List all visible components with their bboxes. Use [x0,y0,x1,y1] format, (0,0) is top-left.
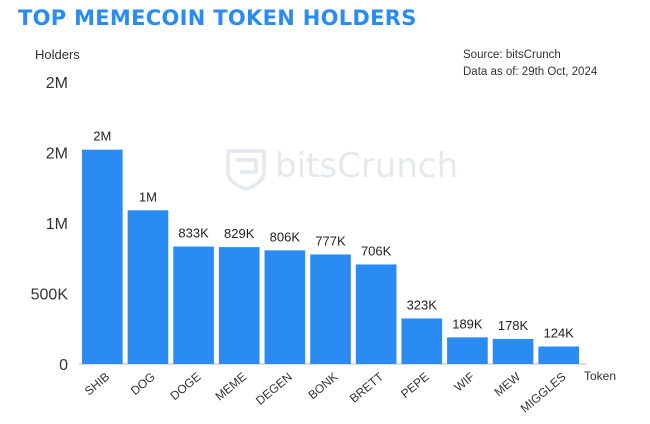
category-label-mew: MEW [492,369,524,399]
bar-degen [264,250,306,364]
y-axis-ticks: 0 500K 1M 2M 2M [31,75,69,374]
category-label-meme: MEME [213,370,250,404]
y-tick-label: 0 [59,357,68,374]
bar-brett [355,264,397,364]
chart-title: TOP MEMECOIN TOKEN HOLDERS [18,6,417,30]
bar-shib [82,149,123,364]
category-label-dog: DOG [128,370,158,398]
data-labels: 2M 1M 833K 829K 806K 777K 706K 323K 189K 178K 124K [93,129,574,341]
category-labels: SHIB DOG DOGE MEME DEGEN BONK BRETT PEPE WIF MEWM… [82,369,569,415]
bar-pepe [401,318,443,364]
data-label-wif: 189K [452,316,483,331]
bars [82,149,579,364]
bar-wif [447,337,488,364]
bar-mew [492,338,534,364]
y-tick-label: 500K [31,287,69,304]
watermark-text: bitsCrunch [275,146,458,186]
y-axis-label: Holders [35,47,80,62]
category-label-miggles: MIGGLES [518,370,569,416]
data-label-meme: 829K [224,226,255,241]
data-label-miggles: 124K [543,326,574,341]
bar-dog [127,210,169,364]
y-tick-label: 2M [46,146,68,163]
data-label-degen: 806K [270,229,301,244]
data-label-mew: 178K [498,318,529,333]
source-note: Source: bitsCrunch Data as of: 29th Oct,… [463,47,597,81]
data-label-dog: 1M [139,189,157,204]
bitscrunch-watermark: bitsCrunch [226,146,458,191]
data-label-brett: 706K [361,243,392,258]
bar-miggles [538,346,579,364]
category-label-doge: DOGE [167,370,203,403]
y-tick-label: 1M [46,216,68,233]
category-label-pepe: PEPE [398,370,432,401]
data-date-text: Data as of: 29th Oct, 2024 [463,66,598,78]
y-tick-label: 2M [46,75,68,92]
data-label-bonk: 777K [315,233,346,248]
bar-meme [218,247,260,364]
x-axis-label: Token [584,369,617,383]
data-label-pepe: 323K [407,297,438,312]
category-label-bonk: BONK [305,370,340,403]
bar-doge [173,246,214,364]
category-label-shib: SHIB [82,370,112,399]
data-label-doge: 833K [178,226,209,241]
category-label-degen: DEGEN [253,370,295,408]
bitscrunch-logo-icon [226,149,266,191]
source-text: Source: bitsCrunch [463,49,561,61]
data-label-shib: 2M [93,129,111,144]
bar-bonk [310,254,351,364]
category-label-brett: BRETT [347,369,387,405]
category-label-wif: WIF [451,370,477,395]
